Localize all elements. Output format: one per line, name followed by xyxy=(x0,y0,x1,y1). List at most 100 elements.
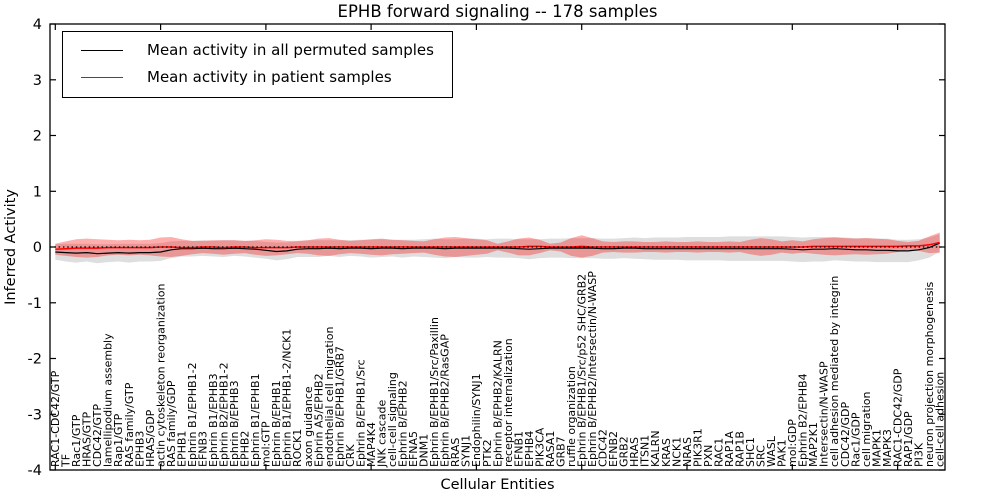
x-tick-label: EPHB2 xyxy=(239,431,252,467)
x-tick-label: PXN xyxy=(702,445,715,467)
x-tick-label: Ephrin B/EPHB1/Src xyxy=(354,359,367,467)
x-tick-label: Ephrin B/EPHB1 xyxy=(270,380,283,467)
legend-label-patient: Mean activity in patient samples xyxy=(147,68,392,86)
x-tick-label: Ephrin B/EPHB1/Src/p52 SHC/GRB2 xyxy=(576,274,589,467)
x-tick-label: EFNA5 xyxy=(407,431,420,467)
x-tick-label: CRK xyxy=(344,444,357,467)
x-tick-label: neuron projection morphogenesis xyxy=(923,281,936,467)
x-tick-label: Ephrin B1/EPHB3 xyxy=(207,373,220,467)
x-tick-label: KALRN xyxy=(649,430,662,467)
x-tick-label: Ephrin B/EPHB1/GRB7 xyxy=(333,346,346,467)
x-tick-label: HRAS/GTP xyxy=(81,411,94,467)
x-tick-label: HRAS xyxy=(628,437,641,467)
x-tick-label: Ephrin B/EPHB2/KALRN xyxy=(491,340,504,467)
x-tick-label: cell migration xyxy=(860,391,873,467)
x-tick-label: Ephrin B2/EPHB4 xyxy=(797,373,810,467)
legend-label-permuted: Mean activity in all permuted samples xyxy=(147,41,434,59)
x-tick-label: RAP1B xyxy=(734,431,747,467)
x-tick-label: Endophilin/SYNJ1 xyxy=(470,373,483,467)
x-tick-label: Ephrin B1/EPHB1 xyxy=(249,373,262,467)
x-tick-label: Ephrin B1/EPHB1-2 xyxy=(186,362,199,467)
x-tick-label: Ephrin B/EPHB3 xyxy=(228,380,241,467)
y-tick-label: 2 xyxy=(33,129,42,145)
x-tick-label: mol:GDP xyxy=(786,419,799,467)
legend-line-black xyxy=(81,49,123,51)
x-tick-label: RAC1 xyxy=(712,438,725,467)
x-tick-label: Ephrin B/EPHB2 xyxy=(397,380,410,467)
x-tick-label: Intersectin/N-WASP xyxy=(818,361,831,467)
x-tick-label: ROCK1 xyxy=(291,429,304,467)
x-tick-label: endothelial cell migration xyxy=(323,327,336,467)
x-tick-label: Rap1/GTP xyxy=(112,413,125,467)
x-tick-label: NRAS xyxy=(681,437,694,467)
y-tick-label: -2 xyxy=(28,352,42,368)
y-tick-label: 0 xyxy=(33,240,42,256)
x-tick-label: PAK1 xyxy=(776,439,789,467)
x-tick-label: cell-cell adhesion xyxy=(934,372,947,467)
x-tick-label: Ephrin A5/EPHB2 xyxy=(312,373,325,467)
legend-entry-patient: Mean activity in patient samples xyxy=(81,68,434,86)
x-tick-label: axon guidance xyxy=(302,386,315,467)
x-tick-label: TF xyxy=(60,454,73,468)
x-tick-label: Ephrin B/EPHB1/Src/Paxillin xyxy=(428,317,441,467)
x-tick-label: RAS family/GTP xyxy=(123,382,136,467)
x-tick-label: EFNB2 xyxy=(607,431,620,467)
x-tick-label: cell adhesion mediated by integrin xyxy=(828,276,841,467)
x-tick-label: MAP2K1 xyxy=(807,422,820,467)
x-tick-label: MAPK1 xyxy=(870,429,883,467)
x-tick-label: SRC xyxy=(755,445,768,467)
x-tick-label: SHC1 xyxy=(744,437,757,467)
x-tick-label: JNK cascade xyxy=(376,400,389,468)
y-tick-label: -1 xyxy=(28,296,42,312)
x-tick-label: mol:GTP xyxy=(260,421,273,467)
x-tick-label: WASL xyxy=(765,435,778,467)
x-tick-label: receptor internalization xyxy=(502,338,515,467)
x-tick-label: RAC1-CDC42/GDP xyxy=(891,368,904,467)
x-tick-label: Ephrin B/EPHB2/Intersectin/N-WASP xyxy=(586,271,599,467)
x-tick-label: GRB2 xyxy=(618,436,631,467)
x-tick-label: Ephrin B/EPHB2/RasGAP xyxy=(439,334,452,467)
legend-line-red xyxy=(81,76,123,78)
x-tick-label: NCK1 xyxy=(670,437,683,467)
x-tick-label: MAPK3 xyxy=(881,429,894,467)
x-tick-label: cell-cell signaling xyxy=(386,372,399,467)
x-tick-label: CDC42/GDP xyxy=(839,401,852,467)
x-tick-label: PI3K xyxy=(913,442,926,467)
x-tick-label: Rac1/GTP xyxy=(70,414,83,467)
x-tick-label: ruffle organization xyxy=(565,366,578,467)
x-tick-label: MAP4K4 xyxy=(365,422,378,467)
x-tick-label: CDC42/GTP xyxy=(91,404,104,467)
x-tick-label: RAP1/GDP xyxy=(902,411,915,467)
x-tick-label: PIK3R1 xyxy=(691,428,704,467)
x-tick-label: EPHB4 xyxy=(523,431,536,467)
x-tick-label: PTK2 xyxy=(481,439,494,467)
x-tick-label: CDC42 xyxy=(597,429,610,467)
y-tick-label: -3 xyxy=(28,407,42,423)
x-tick-label: EFNB1 xyxy=(512,431,525,467)
chart-title: EPHB forward signaling -- 178 samples xyxy=(337,2,658,21)
y-tick-label: 3 xyxy=(33,73,42,89)
y-tick-label: 4 xyxy=(33,17,42,33)
x-tick-label: RASA1 xyxy=(544,431,557,467)
y-tick-label: -4 xyxy=(28,463,42,479)
x-tick-label: RAS family/GDP xyxy=(165,380,178,467)
legend-entry-permuted: Mean activity in all permuted samples xyxy=(81,41,434,59)
x-tick-label: RAC1-CDC42/GTP xyxy=(49,370,62,467)
permuted-mean-line xyxy=(55,242,940,255)
x-axis-label: Cellular Entities xyxy=(440,477,555,493)
x-tick-label: HRAS/GDP xyxy=(144,409,157,467)
x-tick-label: EPHB1 xyxy=(175,431,188,467)
x-tick-label: actin cytoskeleton reorganization xyxy=(154,283,167,467)
x-tick-label: ITSN1 xyxy=(639,435,652,467)
legend: Mean activity in all permuted samples Me… xyxy=(62,31,453,98)
x-tick-label: lamellipodium assembly xyxy=(102,333,115,467)
x-tick-label: Rac1/GDP xyxy=(849,412,862,467)
x-tick-label: RRAS xyxy=(449,438,462,467)
x-tick-label: Ephrin B1/EPHB1-2/NCK1 xyxy=(281,329,294,467)
x-tick-label: EFNB3 xyxy=(197,431,210,467)
x-tick-label: KRAS xyxy=(660,438,673,467)
y-tick-label: 1 xyxy=(33,184,42,200)
x-tick-label: RAP1A xyxy=(723,431,736,467)
